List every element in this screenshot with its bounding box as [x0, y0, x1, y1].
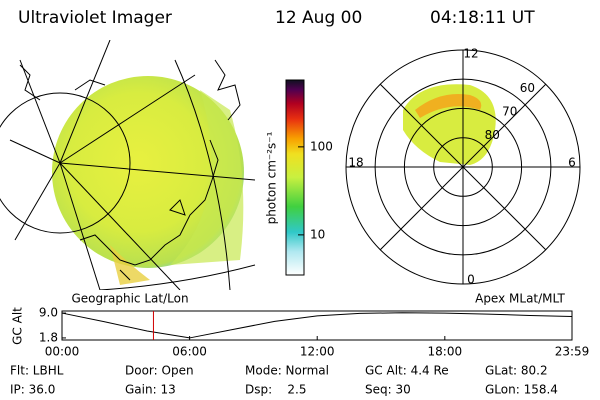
y-tick-label: 1.8 [39, 330, 58, 344]
mlat-ring [403, 107, 523, 227]
status-field: Door: Open [125, 364, 194, 378]
date: 12 Aug 00 [275, 8, 362, 28]
x-tick-label: 18:00 [428, 345, 463, 359]
x-tick-label: 00:00 [45, 345, 80, 359]
altitude-line [61, 312, 573, 339]
mlt-label: 0 [467, 273, 475, 287]
color-bar-label: photon cm⁻²s⁻¹ [265, 131, 279, 224]
status-field: GLat: 80.2 [485, 364, 548, 378]
status-field: GLon: 158.4 [485, 383, 558, 397]
polar-image [345, 49, 581, 285]
mlat-ring [433, 137, 493, 197]
mlat-label: 70 [502, 105, 517, 119]
mlat-label: 80 [485, 128, 500, 142]
mlt-label: 18 [348, 156, 363, 170]
status-field: Dsp: 2.5 [245, 383, 307, 397]
x-tick-label: 12:00 [300, 345, 335, 359]
instrument: Ultraviolet Imager [18, 8, 172, 28]
status-field: IP: 36.0 [10, 383, 55, 397]
status-field: Flt: LBHL [10, 364, 64, 378]
x-tick-label: 06:00 [172, 345, 207, 359]
x-tick-label: 23:59 [555, 345, 590, 359]
status-field: Seq: 30 [365, 383, 411, 397]
left-panel-title: Geographic Lat/Lon [71, 292, 188, 306]
time: 04:18:11 UT [430, 8, 535, 28]
color-bar-tick-label: 100 [310, 139, 333, 153]
geographic-image [0, 40, 256, 290]
mlt-label: 6 [568, 156, 576, 170]
altitude-label: GC Alt [11, 307, 25, 345]
y-tick-label: 9.0 [39, 306, 58, 320]
mlt-label: 12 [463, 47, 478, 61]
status-field: Mode: Normal [245, 364, 329, 378]
polar-spoke [379, 83, 547, 251]
mlat-ring [374, 78, 552, 256]
altitude-plot-frame [61, 310, 573, 341]
color-bar-tick-label: 10 [310, 227, 325, 241]
right-panel-title: Apex MLat/MLT [475, 292, 565, 306]
status-field: GC Alt: 4.4 Re [365, 364, 449, 378]
mlat-label: 60 [520, 81, 535, 95]
color-bar [285, 79, 305, 276]
status-field: Gain: 13 [125, 383, 176, 397]
